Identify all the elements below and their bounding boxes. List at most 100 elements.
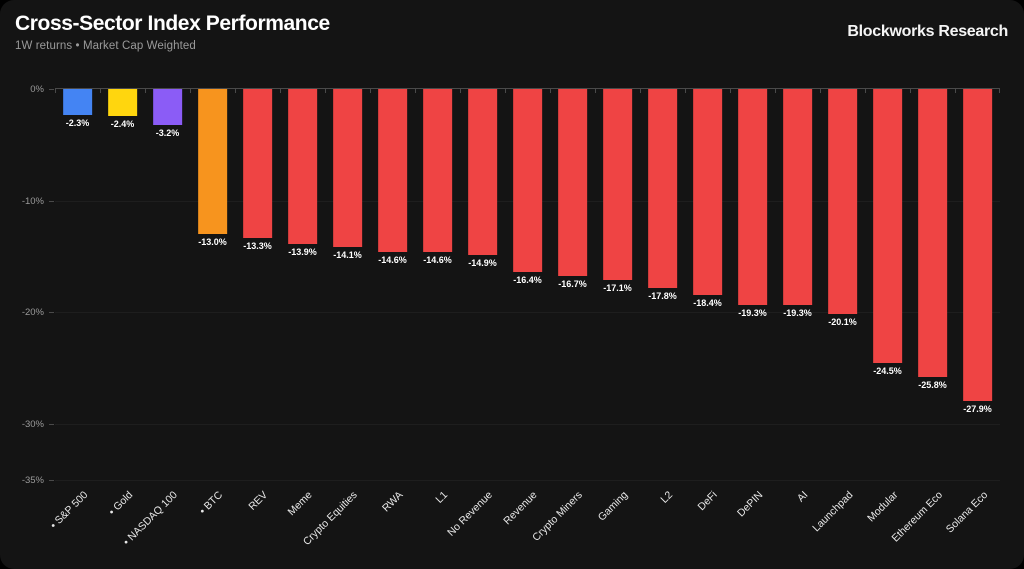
bar-slot: -14.6%	[370, 89, 415, 480]
x-category-label: L2	[658, 489, 675, 506]
bar-value-label: -3.2%	[155, 127, 180, 138]
bar-value-label: -18.4%	[693, 297, 722, 308]
bar	[692, 89, 723, 295]
x-tick-mark	[640, 89, 641, 93]
bar-slot: -17.1%	[595, 89, 640, 480]
bar-value-label: -2.4%	[110, 118, 135, 129]
y-grid-line	[55, 312, 1000, 314]
x-tick-mark	[189, 89, 191, 93]
x-label-cell: • NASDAQ 100	[121, 479, 190, 569]
bar	[557, 89, 588, 276]
y-tick-mark	[49, 312, 54, 314]
bar-value-label: -27.9%	[963, 403, 992, 414]
x-label-cell: • BTC	[190, 479, 235, 569]
bar-slot: -16.4%	[505, 89, 550, 480]
bar	[602, 89, 633, 281]
bar	[242, 89, 273, 238]
x-tick-mark	[594, 89, 596, 93]
y-tick-mark	[49, 480, 54, 481]
x-category-label: • BTC	[196, 489, 225, 517]
x-category-label: Meme	[285, 489, 315, 519]
x-label-cell: No Revenue	[445, 479, 505, 569]
x-label-cell: Solana Eco	[944, 479, 1000, 569]
x-tick-mark	[100, 89, 101, 93]
bar	[782, 89, 813, 305]
brand-logo: Blockworks Research	[847, 23, 1008, 40]
x-tick-mark	[999, 89, 1000, 93]
bar	[962, 89, 993, 401]
x-tick-mark	[280, 89, 281, 93]
y-tick-mark	[49, 424, 54, 426]
bar	[467, 89, 498, 256]
bar-value-label: -14.6%	[423, 255, 452, 266]
x-label-cell: Crypto Miners	[530, 479, 595, 569]
x-label-cell: Launchpad	[810, 479, 865, 569]
bar	[287, 89, 318, 245]
bar	[197, 89, 228, 235]
bar-value-label: -13.3%	[243, 240, 272, 251]
bar-slot: -27.9%	[955, 89, 1000, 480]
x-axis-labels: • S&P 500 • Gold • NASDAQ 100 • BTC REV Meme C…	[48, 479, 1000, 569]
bar-value-label: -2.3%	[65, 117, 90, 128]
bar	[377, 89, 408, 253]
x-label-cell: Crypto Equities	[301, 479, 370, 569]
bar-slot: -14.6%	[415, 89, 460, 480]
plot-area: 0% -10% -20% -30% -35% -2.3% -2.4% -3.2% -13.0%…	[22, 84, 1000, 486]
x-label-cell: • S&P 500	[48, 479, 100, 569]
bar	[152, 89, 183, 125]
bar-slot: -14.1%	[325, 89, 370, 480]
bar-slot: -13.9%	[280, 89, 325, 480]
bar-slot: -2.4%	[100, 89, 145, 480]
bar-slot: -17.8%	[640, 89, 685, 480]
bar-value-label: -14.6%	[378, 255, 407, 266]
x-tick-mark	[460, 89, 461, 93]
x-category-label: Revenue	[501, 489, 540, 528]
bar-slot: -13.3%	[235, 89, 280, 480]
chart-subtitle: 1W returns • Market Cap Weighted	[15, 40, 196, 52]
x-tick-mark	[324, 89, 326, 93]
bar	[827, 89, 858, 314]
page-title: Cross-Sector Index Performance	[15, 12, 330, 35]
bar-value-label: -25.8%	[918, 380, 947, 391]
x-tick-mark	[910, 89, 911, 93]
bar-value-label: -13.9%	[288, 247, 317, 258]
y-tick-mark	[49, 89, 54, 90]
bar-value-label: -14.1%	[333, 249, 362, 260]
bar	[917, 89, 948, 378]
bar	[872, 89, 903, 363]
y-grid-line	[55, 480, 1000, 481]
bar-value-label: -17.1%	[603, 283, 632, 294]
bar-value-label: -20.1%	[828, 316, 857, 327]
bar	[647, 89, 678, 288]
bar-slot: -14.9%	[460, 89, 505, 480]
bar-value-label: -13.0%	[198, 237, 227, 248]
y-tick-label: -10%	[21, 195, 44, 207]
bar-slot: -20.1%	[820, 89, 865, 480]
bar	[422, 89, 453, 253]
bar-slot: -25.8%	[910, 89, 955, 480]
bar-slot: -16.7%	[550, 89, 595, 480]
y-tick-label: 0%	[30, 84, 44, 95]
x-label-cell: L2	[640, 479, 685, 569]
bar-value-label: -16.7%	[558, 278, 587, 289]
x-label-cell: DePIN	[730, 479, 775, 569]
x-label-cell: DeFi	[685, 479, 730, 569]
x-category-label: DePIN	[734, 489, 765, 520]
x-label-cell: REV	[235, 479, 280, 569]
bar	[512, 89, 543, 273]
bar	[62, 89, 93, 115]
bar-value-label: -19.3%	[738, 307, 767, 318]
y-grid-line	[55, 424, 1000, 426]
x-category-label: DeFi	[695, 489, 720, 514]
y-tick-label: -30%	[21, 419, 44, 431]
bars: -2.3% -2.4% -3.2% -13.0% -13.3% -13.9% -14.1% -…	[55, 89, 1000, 480]
bar-value-label: -17.8%	[648, 290, 677, 301]
x-tick-mark	[730, 89, 731, 93]
x-category-label: RWA	[379, 489, 405, 515]
x-tick-mark	[865, 89, 866, 93]
bar-value-label: -24.5%	[873, 365, 902, 376]
y-tick-mark	[49, 200, 54, 202]
y-tick-label: -35%	[21, 475, 44, 486]
x-tick-mark	[819, 89, 821, 93]
